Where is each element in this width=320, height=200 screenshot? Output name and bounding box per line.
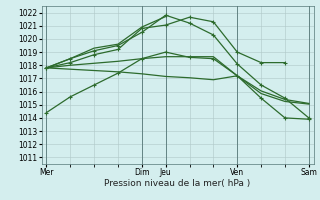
X-axis label: Pression niveau de la mer( hPa ): Pression niveau de la mer( hPa ) — [104, 179, 251, 188]
